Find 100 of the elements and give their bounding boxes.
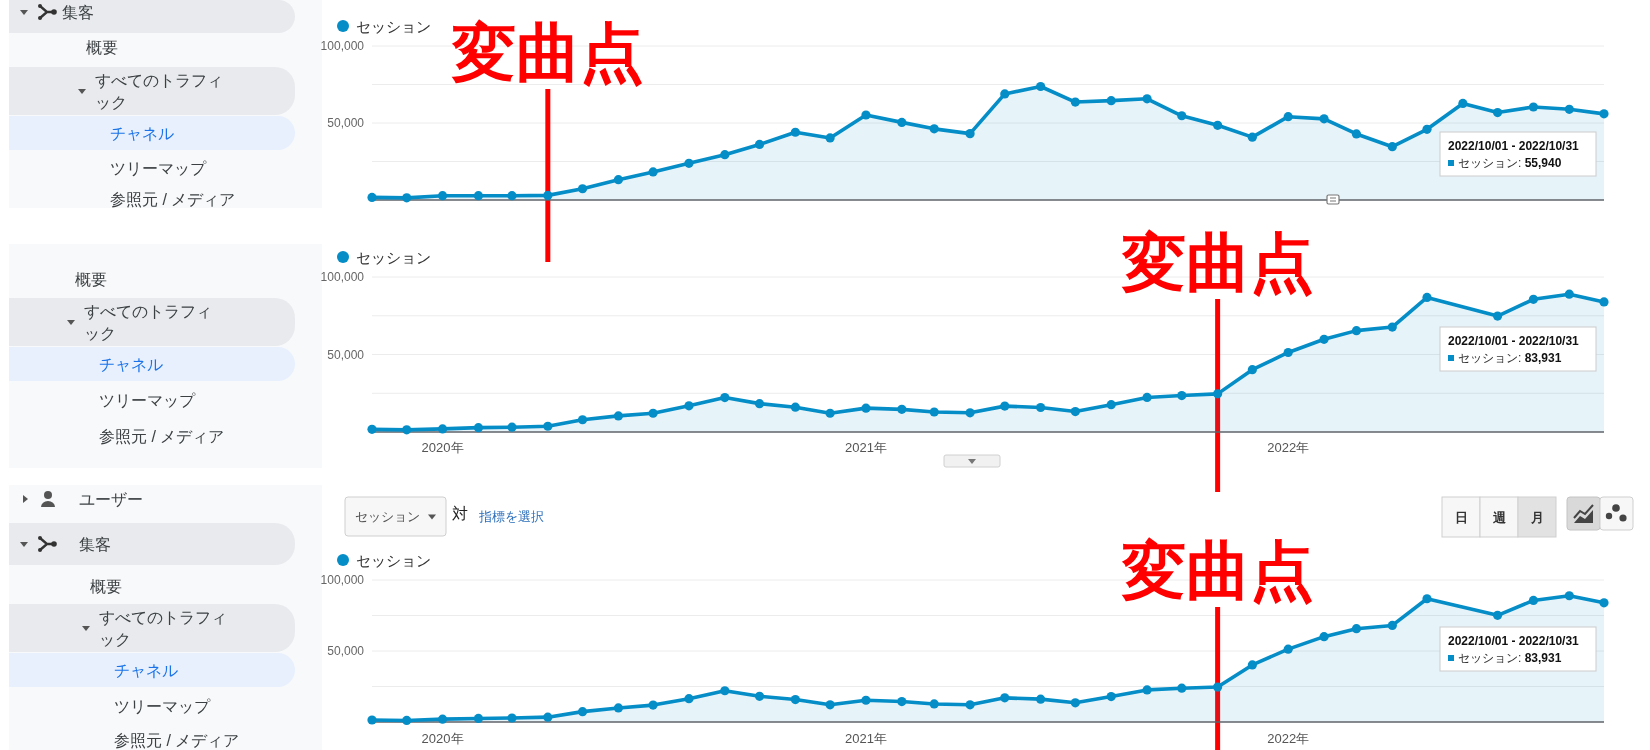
point — [1387, 620, 1397, 631]
point — [790, 127, 800, 137]
point — [1213, 389, 1223, 399]
y-tick-label: 50,000 — [327, 644, 365, 658]
point — [507, 191, 517, 201]
point — [861, 403, 871, 413]
point — [1422, 292, 1432, 303]
point — [1283, 112, 1293, 122]
point — [648, 700, 658, 710]
point — [1458, 98, 1468, 109]
x-tick-label: 2020年 — [421, 730, 464, 746]
point — [754, 139, 765, 150]
point — [1319, 114, 1329, 124]
x-tick-label: 2022年 — [1267, 439, 1310, 455]
x-tick-label: 2022年 — [1267, 730, 1310, 746]
point — [1142, 685, 1152, 695]
point — [1036, 81, 1046, 92]
annotation: 2022/10/01 - 2022/10/31 セッション: 83,931 — [1448, 334, 1580, 365]
point — [861, 695, 871, 705]
point — [720, 150, 730, 160]
point — [1564, 104, 1574, 114]
text: チャネル — [114, 661, 178, 679]
point — [1492, 311, 1503, 321]
text: セッション — [355, 509, 420, 524]
point — [1106, 96, 1116, 106]
point — [929, 699, 939, 709]
point — [577, 184, 588, 194]
point — [543, 190, 553, 200]
point — [543, 712, 553, 722]
point — [1387, 142, 1397, 152]
text: 集客 — [79, 535, 111, 553]
point — [1142, 392, 1152, 403]
point — [897, 404, 907, 414]
point — [402, 425, 412, 435]
point — [720, 392, 730, 403]
text: 参照元 / メディア — [99, 427, 225, 445]
point — [754, 399, 765, 409]
text: すべてのトラフィック — [95, 71, 223, 111]
point — [402, 193, 412, 203]
text: チャネル — [99, 355, 163, 373]
point — [929, 124, 939, 134]
legend-label: セッション — [356, 248, 431, 266]
point — [684, 694, 694, 704]
y-tick-label: 50,000 — [327, 347, 365, 362]
point — [1070, 97, 1080, 107]
point — [648, 167, 658, 177]
point — [825, 133, 835, 143]
point — [437, 714, 448, 724]
point — [437, 424, 448, 434]
ref-line-label: 変曲点 — [1120, 227, 1314, 299]
point — [1564, 591, 1574, 601]
y-tick-label: 100,000 — [320, 270, 365, 284]
x-tick-label: 2021年 — [845, 439, 887, 455]
point — [1319, 334, 1329, 344]
point — [1528, 595, 1539, 606]
point — [613, 703, 623, 713]
text: ツリーマップ — [110, 159, 207, 177]
point — [473, 191, 484, 201]
y-tick-label: 100,000 — [320, 39, 365, 53]
point — [577, 415, 588, 425]
text: 月 — [1529, 509, 1544, 525]
point — [367, 192, 377, 202]
point — [1351, 129, 1362, 139]
point — [1351, 326, 1362, 336]
point — [1142, 94, 1152, 104]
point — [1528, 102, 1539, 112]
point — [543, 421, 553, 431]
point — [1177, 683, 1187, 693]
point — [790, 402, 800, 412]
point — [1000, 401, 1010, 411]
point — [1492, 610, 1503, 620]
text: 参照元 / メディア — [110, 190, 236, 208]
point — [1422, 124, 1432, 134]
point — [1528, 294, 1539, 304]
point — [577, 707, 588, 717]
point — [965, 408, 975, 418]
text: すべてのトラフィック — [99, 608, 227, 648]
point — [965, 129, 975, 139]
point — [825, 700, 835, 710]
text: ユーザー — [79, 490, 143, 508]
point — [897, 117, 907, 127]
legend-label: セッション — [356, 551, 431, 569]
x-tick-label: 2021年 — [845, 730, 887, 746]
point — [825, 408, 835, 418]
point — [684, 401, 694, 411]
point — [1000, 693, 1010, 703]
ref-line-label: 変曲点 — [450, 17, 644, 89]
point — [1247, 132, 1257, 142]
point — [1177, 390, 1187, 401]
point — [720, 686, 730, 696]
point — [1319, 632, 1329, 642]
point — [613, 411, 623, 421]
point — [1070, 698, 1080, 708]
text: 概要 — [90, 577, 122, 595]
point — [1492, 107, 1503, 118]
point — [1422, 594, 1432, 604]
point — [1106, 691, 1116, 702]
y-tick-label: 100,000 — [320, 573, 365, 587]
text: 日 — [1454, 509, 1468, 525]
point — [473, 713, 484, 724]
